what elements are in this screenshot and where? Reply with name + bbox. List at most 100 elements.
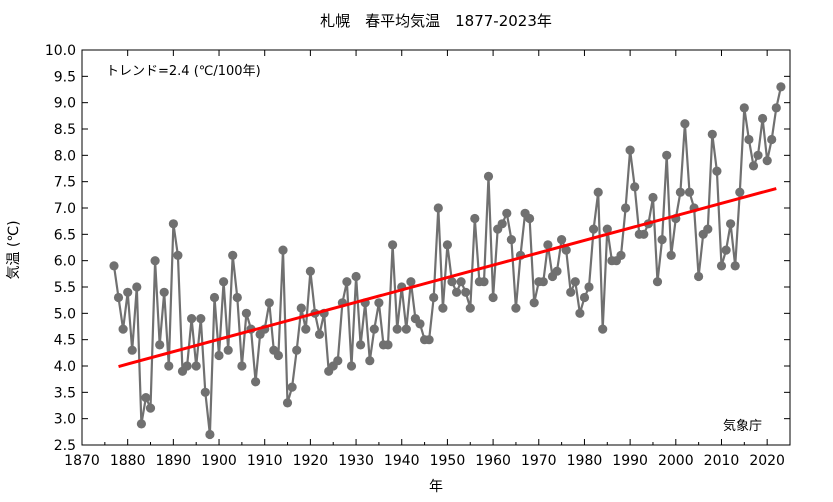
data-point <box>219 277 229 287</box>
data-point <box>273 350 283 361</box>
data-point <box>465 303 475 313</box>
data-point <box>703 224 713 234</box>
data-point <box>356 340 366 350</box>
data-point <box>438 303 448 313</box>
data-point <box>145 403 156 413</box>
data-point <box>182 361 192 371</box>
data-point <box>776 82 786 92</box>
data-point <box>237 361 247 371</box>
data-point <box>744 134 754 145</box>
data-point <box>589 224 599 234</box>
data-point <box>209 292 220 303</box>
data-point <box>726 219 736 229</box>
data-point <box>205 429 215 440</box>
data-point <box>392 324 402 334</box>
data-point <box>314 329 325 339</box>
data-point <box>675 187 686 197</box>
plot-area: 2.5 3.0 3.5 4.0 4.5 5.0 5.5 6.0 6.5 7.0 7.5 8.0 8.5 9… <box>45 43 791 469</box>
data-point <box>712 166 722 176</box>
x-tick-label: 1880 <box>110 453 146 469</box>
data-point <box>753 150 763 160</box>
x-tick-label: 1980 <box>567 453 603 469</box>
y-tick-label: 4.0 <box>54 359 76 375</box>
data-point <box>241 308 251 318</box>
data-point <box>630 182 640 192</box>
data-point <box>748 161 759 171</box>
data-point <box>342 277 352 287</box>
data-point <box>287 382 297 392</box>
data-point <box>561 245 571 255</box>
data-point <box>214 350 224 361</box>
x-tick-label: 2000 <box>658 453 694 469</box>
data-point <box>164 361 174 371</box>
data-point <box>762 156 772 166</box>
data-point <box>113 292 124 303</box>
data-point <box>707 129 717 139</box>
data-point <box>187 314 197 324</box>
data-point <box>456 277 466 287</box>
data-point <box>767 134 777 145</box>
data-point <box>452 287 462 297</box>
data-point <box>383 340 393 350</box>
x-axis-label: 年 <box>429 479 443 495</box>
x-tick-label: 1890 <box>156 453 192 469</box>
data-point <box>401 324 411 334</box>
y-tick-label: 6.0 <box>54 254 76 270</box>
data-point <box>662 150 672 160</box>
y-tick-label: 10.0 <box>45 43 76 59</box>
x-tick-label: 1920 <box>293 453 329 469</box>
data-point <box>735 187 745 197</box>
data-point <box>369 324 379 334</box>
data-point <box>506 235 516 245</box>
y-tick-label: 9.0 <box>54 96 76 112</box>
data-point <box>424 335 434 345</box>
x-tick-label: 1900 <box>201 453 237 469</box>
data-point <box>123 287 133 297</box>
data-point <box>716 261 727 271</box>
data-point <box>155 340 165 350</box>
data-point <box>251 377 261 387</box>
data-point <box>200 387 210 397</box>
data-point <box>497 219 507 229</box>
y-tick-label: 2.5 <box>54 438 76 454</box>
data-point <box>461 287 471 297</box>
data-point <box>552 266 562 276</box>
data-point <box>483 171 494 181</box>
data-point <box>602 224 612 234</box>
data-point <box>223 345 233 355</box>
y-tick-label: 5.0 <box>54 306 76 322</box>
x-tick-label: 2010 <box>704 453 740 469</box>
data-point <box>109 261 119 271</box>
data-point <box>346 361 357 371</box>
trend-annotation: トレンド=2.4 (℃/100年) <box>106 64 261 79</box>
data-point <box>625 145 635 155</box>
data-point <box>575 308 585 318</box>
data-point <box>292 345 302 355</box>
data-point <box>136 419 146 429</box>
data-point <box>159 287 169 297</box>
data-point <box>470 213 480 224</box>
y-tick-label: 7.0 <box>54 201 76 217</box>
source-label: 気象庁 <box>723 418 762 434</box>
y-tick-label: 4.5 <box>54 333 76 349</box>
data-point <box>168 219 178 229</box>
data-point <box>511 303 521 313</box>
data-point <box>584 282 594 292</box>
data-point <box>525 213 535 224</box>
data-point <box>374 298 384 308</box>
data-point <box>365 356 375 366</box>
data-point <box>406 277 416 287</box>
data-point <box>278 245 288 255</box>
data-point <box>232 292 242 303</box>
data-point <box>141 393 151 403</box>
x-tick-label: 1910 <box>247 453 283 469</box>
x-tick-label: 1990 <box>612 453 648 469</box>
data-point <box>616 250 626 260</box>
data-point <box>538 277 548 287</box>
data-point <box>502 208 512 218</box>
data-point <box>579 292 590 303</box>
data-point <box>264 298 274 308</box>
y-tick-label: 8.0 <box>54 148 76 164</box>
x-tick-label: 1930 <box>338 453 374 469</box>
